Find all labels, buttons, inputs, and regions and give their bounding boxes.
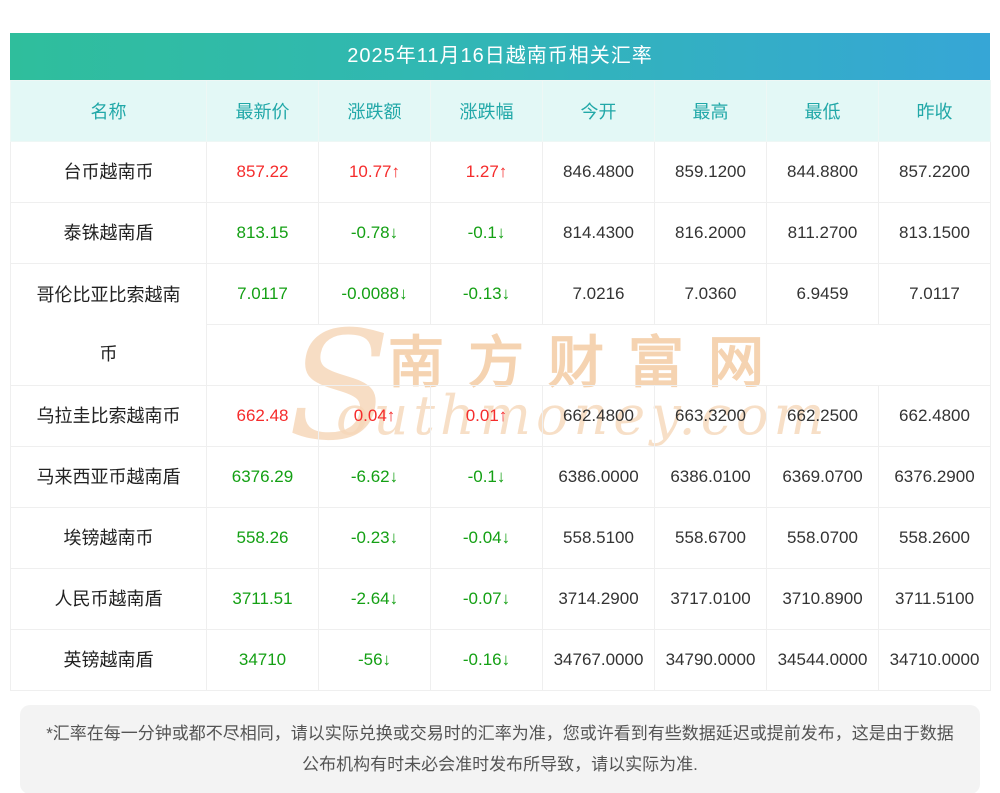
latest-price: 857.22 (206, 141, 319, 203)
low-price: 811.2700 (766, 202, 879, 264)
latest-price: 6376.29 (206, 446, 319, 508)
table-row: 乌拉圭比索越南币 662.48 0.04↑ 0.01↑ 662.4800 663… (10, 385, 991, 447)
empty-cell (206, 324, 991, 386)
latest-price: 34710 (206, 629, 319, 691)
latest-price: 7.0117 (206, 263, 319, 325)
high-price: 7.0360 (654, 263, 767, 325)
table-row: 泰铢越南盾 813.15 -0.78↓ -0.1↓ 814.4300 816.2… (10, 202, 991, 264)
change-percent: -0.07↓ (430, 568, 543, 630)
table-row: 哥伦比亚比索越南币 7.0117 -0.0088↓ -0.13↓ 7.0216 … (10, 263, 991, 386)
high-price: 663.3200 (654, 385, 767, 447)
change-amount: -0.23↓ (318, 507, 431, 569)
latest-price: 558.26 (206, 507, 319, 569)
high-price: 34790.0000 (654, 629, 767, 691)
open-price: 846.4800 (542, 141, 655, 203)
change-amount: -0.0088↓ (318, 263, 431, 325)
currency-name: 乌拉圭比索越南币 (10, 385, 207, 447)
change-amount: -2.64↓ (318, 568, 431, 630)
prev-close-price: 813.1500 (878, 202, 991, 264)
open-price: 558.5100 (542, 507, 655, 569)
table-row: 英镑越南盾 34710 -56↓ -0.16↓ 34767.0000 34790… (10, 629, 991, 691)
currency-name: 哥伦比亚比索越南币 (10, 263, 207, 386)
column-header-prev-close: 昨收 (878, 80, 991, 142)
prev-close-price: 34710.0000 (878, 629, 991, 691)
currency-name: 泰铢越南盾 (10, 202, 207, 264)
open-price: 3714.2900 (542, 568, 655, 630)
change-amount: -6.62↓ (318, 446, 431, 508)
table-row: 马来西亚币越南盾 6376.29 -6.62↓ -0.1↓ 6386.0000 … (10, 446, 991, 508)
currency-name: 埃镑越南币 (10, 507, 207, 569)
column-header-low: 最低 (766, 80, 879, 142)
column-header-name: 名称 (10, 80, 207, 142)
column-header-change-pct: 涨跌幅 (430, 80, 543, 142)
exchange-rate-table: 名称 最新价 涨跌额 涨跌幅 今开 最高 最低 昨收 台币越南币 857.22 … (10, 80, 991, 691)
column-header-change: 涨跌额 (318, 80, 431, 142)
change-percent: 1.27↑ (430, 141, 543, 203)
prev-close-price: 558.2600 (878, 507, 991, 569)
low-price: 662.2500 (766, 385, 879, 447)
table-row-filler (11, 324, 991, 386)
prev-close-price: 857.2200 (878, 141, 991, 203)
high-price: 558.6700 (654, 507, 767, 569)
high-price: 6386.0100 (654, 446, 767, 508)
low-price: 34544.0000 (766, 629, 879, 691)
low-price: 6369.0700 (766, 446, 879, 508)
open-price: 7.0216 (542, 263, 655, 325)
change-amount: -56↓ (318, 629, 431, 691)
prev-close-price: 3711.5100 (878, 568, 991, 630)
latest-price: 662.48 (206, 385, 319, 447)
open-price: 662.4800 (542, 385, 655, 447)
high-price: 859.1200 (654, 141, 767, 203)
change-percent: -0.13↓ (430, 263, 543, 325)
currency-name: 英镑越南盾 (10, 629, 207, 691)
table-row: 埃镑越南币 558.26 -0.23↓ -0.04↓ 558.5100 558.… (10, 507, 991, 569)
open-price: 34767.0000 (542, 629, 655, 691)
table-row: 人民币越南盾 3711.51 -2.64↓ -0.07↓ 3714.2900 3… (10, 568, 991, 630)
prev-close-price: 662.4800 (878, 385, 991, 447)
currency-name: 人民币越南盾 (10, 568, 207, 630)
prev-close-price: 7.0117 (878, 263, 991, 325)
change-percent: 0.01↑ (430, 385, 543, 447)
table-header-row: 名称 最新价 涨跌额 涨跌幅 今开 最高 最低 昨收 (10, 80, 991, 142)
latest-price: 813.15 (206, 202, 319, 264)
page-title: 2025年11月16日越南币相关汇率 (10, 33, 990, 80)
high-price: 3717.0100 (654, 568, 767, 630)
latest-price: 3711.51 (206, 568, 319, 630)
high-price: 816.2000 (654, 202, 767, 264)
change-percent: -0.1↓ (430, 446, 543, 508)
low-price: 558.0700 (766, 507, 879, 569)
low-price: 3710.8900 (766, 568, 879, 630)
disclaimer-note: *汇率在每一分钟或都不尽相同，请以实际兑换或交易时的汇率为准，您或许看到有些数据… (20, 705, 980, 793)
change-percent: -0.04↓ (430, 507, 543, 569)
change-percent: -0.16↓ (430, 629, 543, 691)
change-amount: 10.77↑ (318, 141, 431, 203)
table-row: 台币越南币 857.22 10.77↑ 1.27↑ 846.4800 859.1… (10, 141, 991, 203)
currency-name: 马来西亚币越南盾 (10, 446, 207, 508)
open-price: 6386.0000 (542, 446, 655, 508)
change-amount: 0.04↑ (318, 385, 431, 447)
low-price: 6.9459 (766, 263, 879, 325)
column-header-open: 今开 (542, 80, 655, 142)
low-price: 844.8800 (766, 141, 879, 203)
change-percent: -0.1↓ (430, 202, 543, 264)
change-amount: -0.78↓ (318, 202, 431, 264)
column-header-high: 最高 (654, 80, 767, 142)
exchange-rate-table-wrap: S 南方财富网 outhmoney.com 名称 最新价 涨跌额 涨跌幅 今开 … (10, 80, 991, 691)
currency-name: 台币越南币 (10, 141, 207, 203)
open-price: 814.4300 (542, 202, 655, 264)
prev-close-price: 6376.2900 (878, 446, 991, 508)
column-header-latest: 最新价 (206, 80, 319, 142)
